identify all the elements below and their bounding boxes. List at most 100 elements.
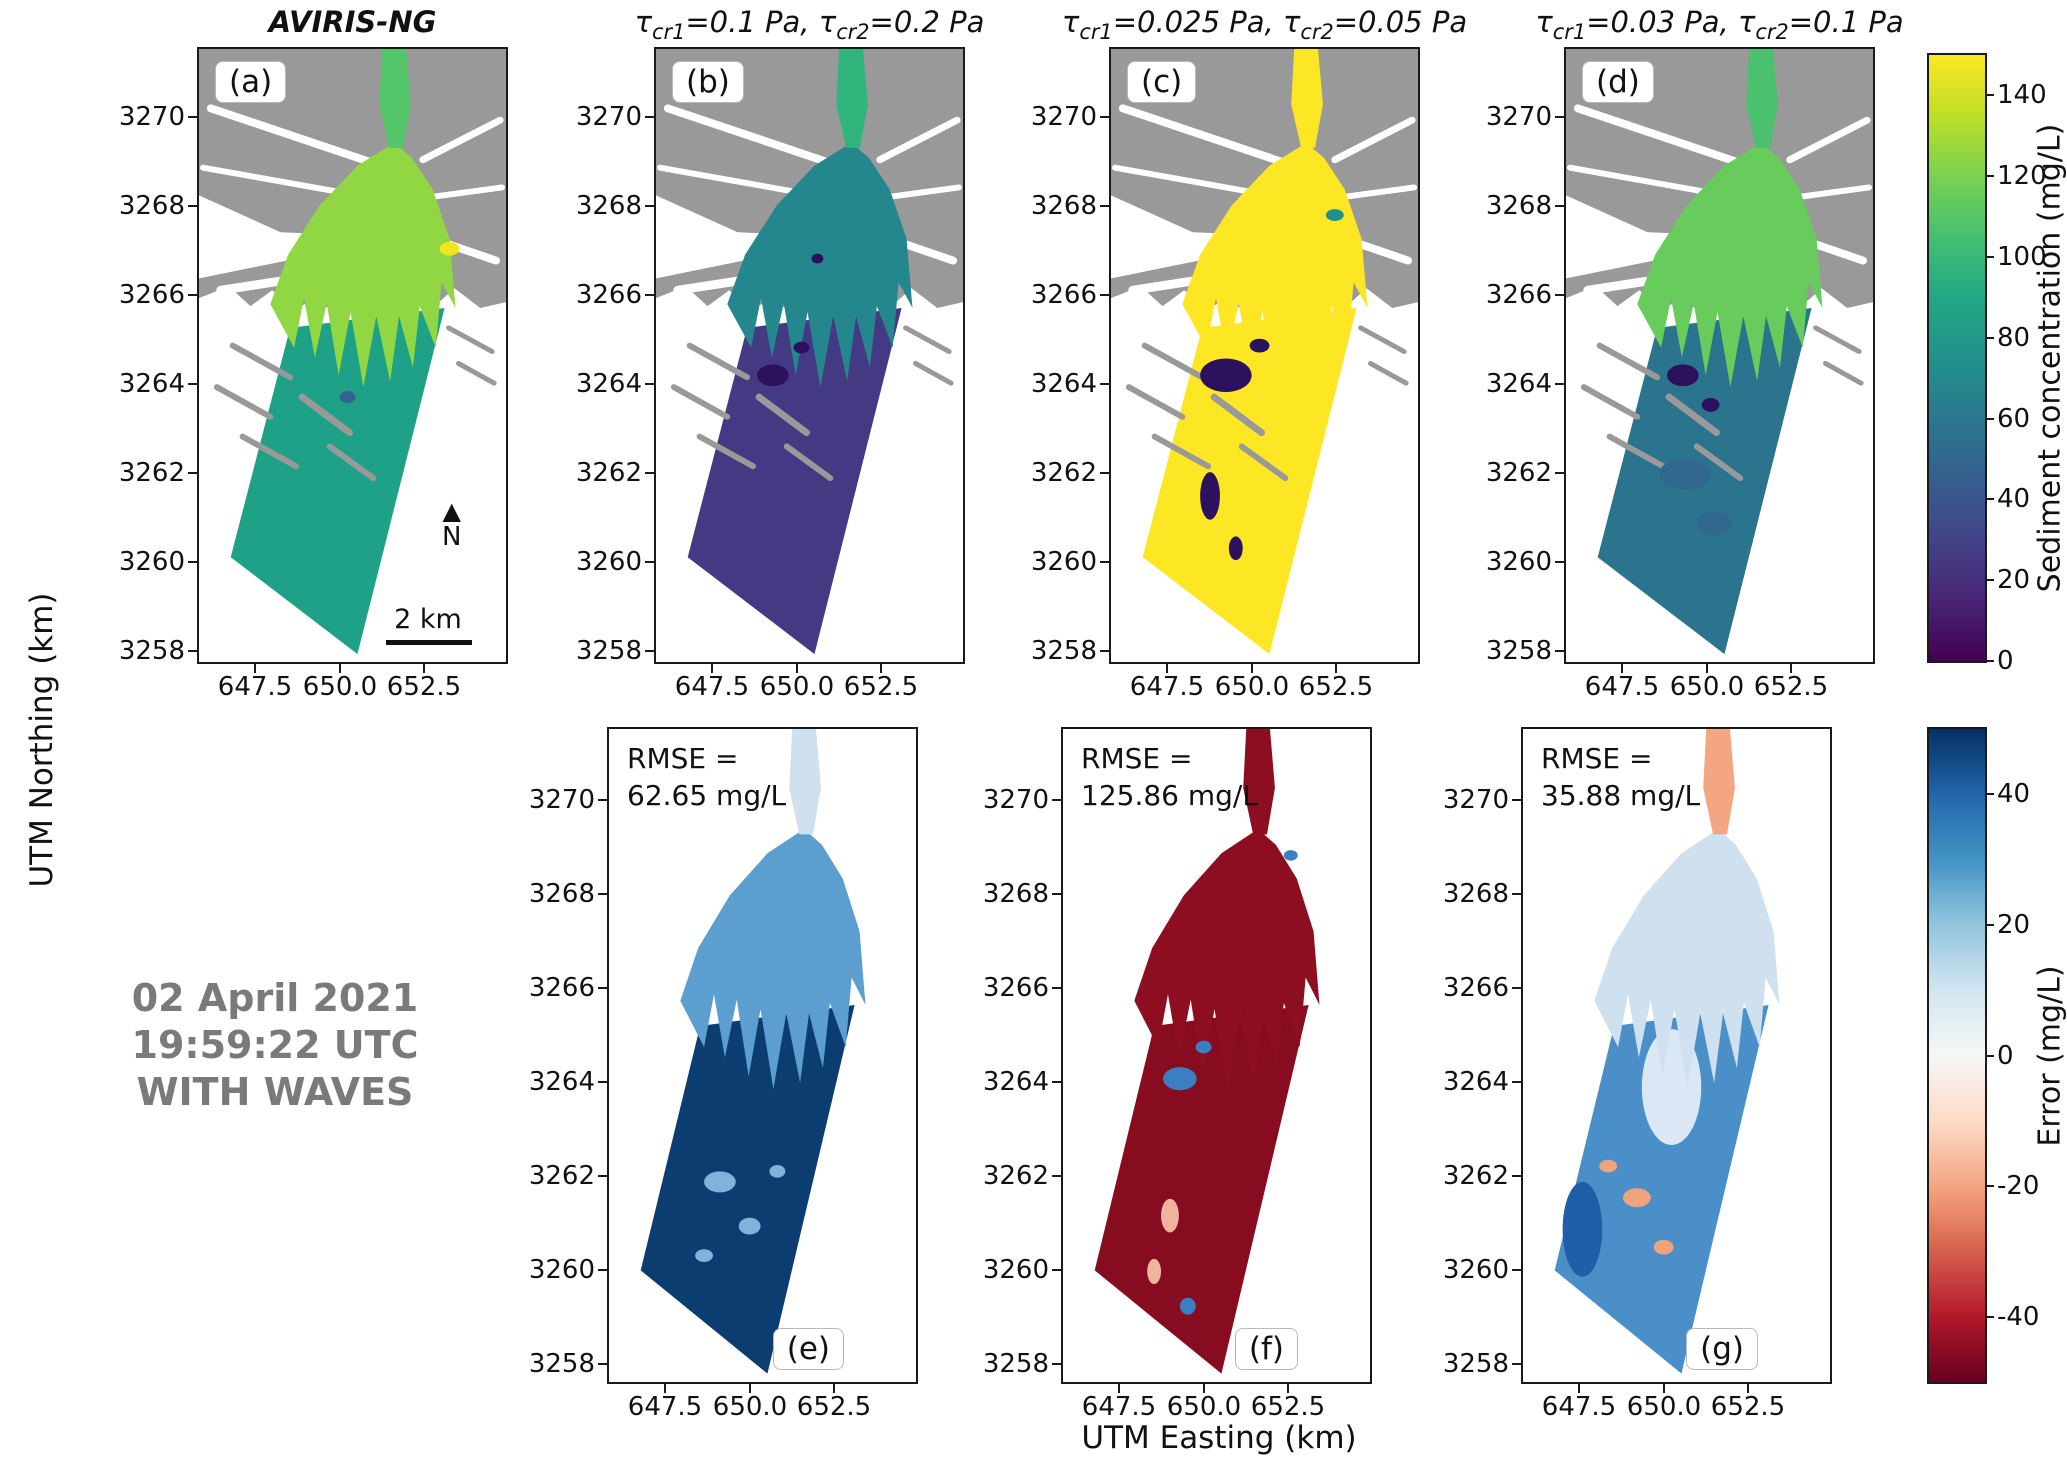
island-strip (298, 393, 353, 437)
x-tick-label: 650.0 (302, 672, 378, 702)
panel-letter-label: (d) (1582, 61, 1654, 103)
delta-distributary-fan (680, 829, 866, 1090)
x-tick-mark (1621, 662, 1623, 673)
dry-channel (1573, 104, 1747, 168)
title-subscript: cr1 (1552, 19, 1587, 44)
y-tick-label: 3262 (1442, 1161, 1509, 1191)
map-blob (1161, 1198, 1179, 1233)
y-tick-mark (1100, 650, 1109, 652)
map-blob (1147, 1258, 1162, 1285)
rmse-label: RMSE = (1081, 742, 1193, 775)
title-subscript: cr2 (1755, 19, 1789, 44)
x-tick-mark (749, 1382, 751, 1393)
colorbar-tick-mark (1985, 793, 1994, 795)
x-tick-mark (1118, 1382, 1120, 1393)
y-tick-mark (1052, 799, 1061, 801)
island-strip (1125, 384, 1186, 420)
y-axis-label: UTM Northing (km) (24, 592, 60, 888)
x-tick-mark (1790, 662, 1792, 673)
dry-channel (1118, 104, 1292, 168)
rmse-annotation: RMSE = 62.65 mg/L (627, 741, 786, 815)
y-tick-label: 3258 (1030, 636, 1097, 666)
y-tick-label: 3270 (1485, 102, 1552, 132)
dry-channel (425, 184, 506, 201)
map-blob (1653, 1239, 1674, 1255)
map-blob (1623, 1188, 1651, 1208)
waves-line: WITH WAVES (136, 1070, 414, 1115)
y-tick-mark (598, 1081, 607, 1083)
y-tick-mark (1555, 205, 1564, 207)
y-tick-label: 3260 (1030, 547, 1097, 577)
colorbar-tick-label: 80 (1997, 323, 2031, 353)
rmse-annotation: RMSE = 35.88 mg/L (1541, 741, 1700, 815)
y-tick-mark (645, 294, 654, 296)
y-tick-mark (645, 650, 654, 652)
y-tick-mark (188, 561, 197, 563)
colorbar-tick-label: 40 (1997, 779, 2031, 809)
y-tick-mark (645, 116, 654, 118)
x-tick-mark (1251, 662, 1253, 673)
delta-distributary-fan (1134, 829, 1320, 1090)
y-tick-mark (1052, 987, 1061, 989)
island-strip (1693, 443, 1744, 482)
panel-f: 3270 3268 3266 3264 3262 3260 3258 647.5 650.0 65… (983, 727, 1372, 1422)
y-tick-mark (1555, 650, 1564, 652)
island-strip (1813, 325, 1862, 355)
dry-channel (882, 184, 963, 201)
island-strip (755, 393, 810, 437)
panel-d: 3270 3268 3266 3264 3262 3260 3258 647.5 650.0 65… (1486, 5, 1904, 702)
y-tick-label: 3258 (982, 1349, 1049, 1379)
river-trunk-channel (1291, 49, 1323, 148)
map-blob (1659, 458, 1711, 490)
y-tick-label: 3266 (575, 280, 642, 310)
y-tick-mark (1555, 472, 1564, 474)
map-blob (1325, 209, 1344, 222)
map-blob (704, 1171, 736, 1193)
colorbar-tick-label: 40 (1997, 484, 2031, 514)
island-strip (696, 433, 757, 470)
y-tick-label: 3266 (1030, 280, 1097, 310)
y-tick-mark (1052, 1081, 1061, 1083)
y-tick-label: 3266 (528, 973, 595, 1003)
y-tick-label: 3270 (118, 102, 185, 132)
dry-channel (1331, 116, 1416, 164)
y-tick-label: 3258 (528, 1349, 595, 1379)
colorbar-tick-label: 140 (1997, 80, 2047, 110)
x-tick-mark (1747, 1382, 1749, 1393)
y-tick-mark (1100, 205, 1109, 207)
y-tick-mark (1052, 1363, 1061, 1365)
x-tick-label: 647.5 (627, 1392, 703, 1422)
map-blob (1696, 511, 1733, 536)
panel-b: 3270 3268 3266 3264 3262 3260 3258 647.5 650.0 65… (576, 5, 985, 702)
map-blob (1599, 1159, 1618, 1173)
y-tick-label: 3260 (982, 1255, 1049, 1285)
y-tick-mark (1512, 893, 1521, 895)
sediment-plume-swath (1554, 1004, 1769, 1374)
colorbar-tick-label: 120 (1997, 161, 2047, 191)
colorbar-tick-mark (1985, 337, 1994, 339)
colorbar-tick-label: -20 (1997, 1171, 2040, 1201)
title-subscript: cr2 (1300, 19, 1334, 44)
colorbar-tick-label: 20 (1997, 910, 2031, 940)
dry-channel (663, 104, 837, 168)
island-strip (213, 384, 274, 420)
panel-title: τcr1=0.1 Pa, τcr2=0.2 Pa (635, 5, 985, 44)
x-tick-mark (1663, 1382, 1665, 1393)
colorbar-tick-mark (1985, 660, 1994, 662)
map-blob (1200, 358, 1252, 393)
y-tick-mark (1512, 1081, 1521, 1083)
delta-distributary-fan (727, 142, 913, 388)
map-blob (1228, 536, 1243, 561)
y-tick-label: 3264 (1030, 369, 1097, 399)
y-tick-label: 3262 (1030, 458, 1097, 488)
colorbar-tick-mark (1985, 498, 1994, 500)
y-tick-label: 3266 (1442, 973, 1509, 1003)
island-strip (1358, 325, 1407, 355)
island-strip (455, 360, 497, 386)
colorbar-tick-label: -40 (1997, 1302, 2040, 1332)
dry-channel (1337, 184, 1418, 201)
scalebar-label: 2 km (394, 604, 462, 635)
map-blob (1200, 472, 1220, 520)
y-tick-label: 3262 (982, 1161, 1049, 1191)
title-text: τ (1535, 5, 1553, 39)
